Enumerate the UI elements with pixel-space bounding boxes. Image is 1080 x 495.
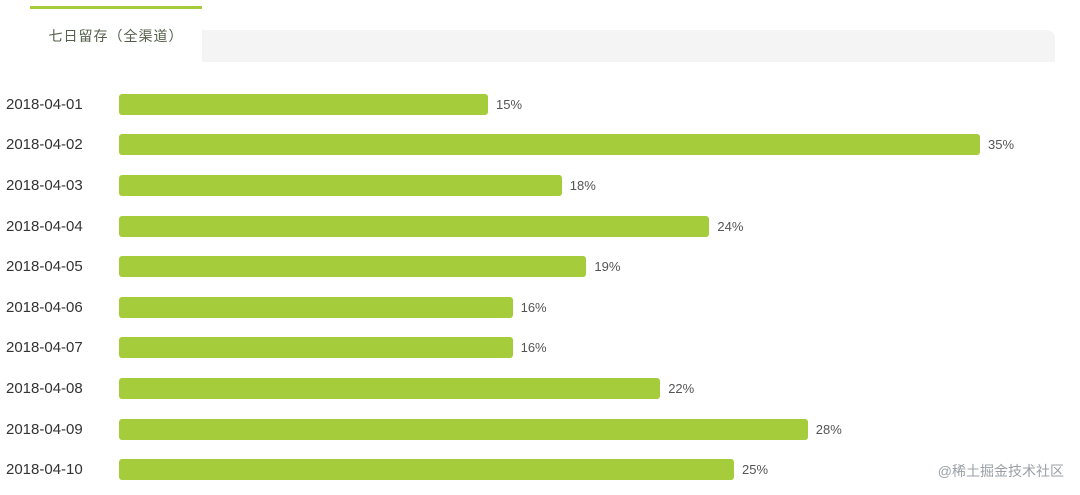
bar-track: 24% (119, 215, 1080, 237)
chart-row: 2018-04-10 25% (0, 449, 1080, 490)
value-label: 15% (496, 96, 523, 112)
tab-seven-day-retention[interactable]: 七日留存（全渠道） (30, 6, 202, 62)
category-label: 2018-04-10 (6, 461, 83, 479)
bar (119, 174, 562, 196)
value-label: 22% (668, 380, 695, 396)
chart-row: 2018-04-02 35% (0, 125, 1080, 166)
bar-track: 15% (119, 93, 1080, 115)
category-label: 2018-04-05 (6, 258, 83, 276)
chart-row: 2018-04-08 22% (0, 368, 1080, 409)
bar-track: 25% (119, 459, 1080, 481)
chart-row: 2018-04-04 24% (0, 206, 1080, 247)
tab-bar: 七日留存（全渠道） (0, 0, 1080, 78)
bar (119, 134, 980, 156)
value-label: 25% (742, 462, 769, 478)
chart-rows: 2018-04-01 15% 2018-04-02 35% 2018-04-03 18% 2… (0, 84, 1080, 490)
category-label: 2018-04-08 (6, 379, 83, 397)
bar (119, 418, 808, 440)
category-label: 2018-04-07 (6, 339, 83, 357)
bar (119, 93, 488, 115)
value-label: 28% (815, 421, 842, 437)
bar-track: 18% (119, 174, 1080, 196)
category-label: 2018-04-03 (6, 176, 83, 194)
bar-track: 28% (119, 418, 1080, 440)
bar (119, 256, 587, 278)
bar-track: 16% (119, 296, 1080, 318)
chart-row: 2018-04-09 28% (0, 409, 1080, 450)
value-label: 16% (520, 340, 547, 356)
category-label: 2018-04-02 (6, 136, 83, 154)
chart-row: 2018-04-05 19% (0, 246, 1080, 287)
bar-track: 22% (119, 377, 1080, 399)
value-label: 24% (717, 218, 744, 234)
chart-row: 2018-04-07 16% (0, 328, 1080, 369)
bar (119, 296, 513, 318)
chart-row: 2018-04-03 18% (0, 165, 1080, 206)
tab-label: 七日留存（全渠道） (48, 27, 184, 44)
category-label: 2018-04-06 (6, 298, 83, 316)
bar-track: 19% (119, 256, 1080, 278)
value-label: 16% (520, 299, 547, 315)
value-label: 35% (988, 137, 1015, 153)
category-label: 2018-04-04 (6, 217, 83, 235)
watermark: @稀土掘金技术社区 (937, 463, 1064, 479)
bar (119, 337, 513, 359)
bar-track: 16% (119, 337, 1080, 359)
bar-track: 35% (119, 134, 1080, 156)
category-label: 2018-04-09 (6, 420, 83, 438)
bar (119, 215, 710, 237)
category-label: 2018-04-01 (6, 95, 83, 113)
tab-bar-background (202, 30, 1055, 62)
bar (119, 459, 734, 481)
value-label: 19% (594, 259, 621, 275)
value-label: 18% (569, 177, 596, 193)
bar (119, 377, 661, 399)
chart-row: 2018-04-01 15% (0, 84, 1080, 125)
horizontal-bar-chart: 2018-04-01 15% 2018-04-02 35% 2018-04-03 18% 2… (0, 84, 1080, 490)
chart-row: 2018-04-06 16% (0, 287, 1080, 328)
